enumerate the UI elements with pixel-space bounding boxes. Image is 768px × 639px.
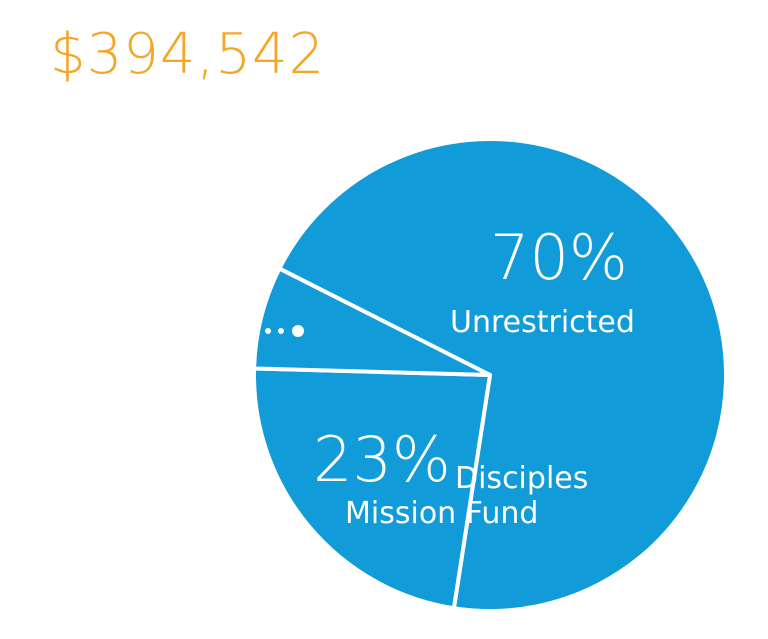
pie-slice: [256, 266, 492, 377]
value-label: 70%: [490, 221, 628, 294]
chart-title: $394,542: [50, 22, 326, 87]
dot: [265, 328, 271, 334]
category-label: Unrestricted: [450, 305, 635, 340]
dot: [292, 325, 304, 337]
value-label: 23%: [313, 423, 451, 496]
dot: [278, 328, 284, 334]
category-label: Disciples Mission Fund: [345, 461, 589, 531]
pie: [256, 137, 728, 613]
pie-slice: [277, 137, 728, 613]
pie-slice: [256, 366, 492, 611]
